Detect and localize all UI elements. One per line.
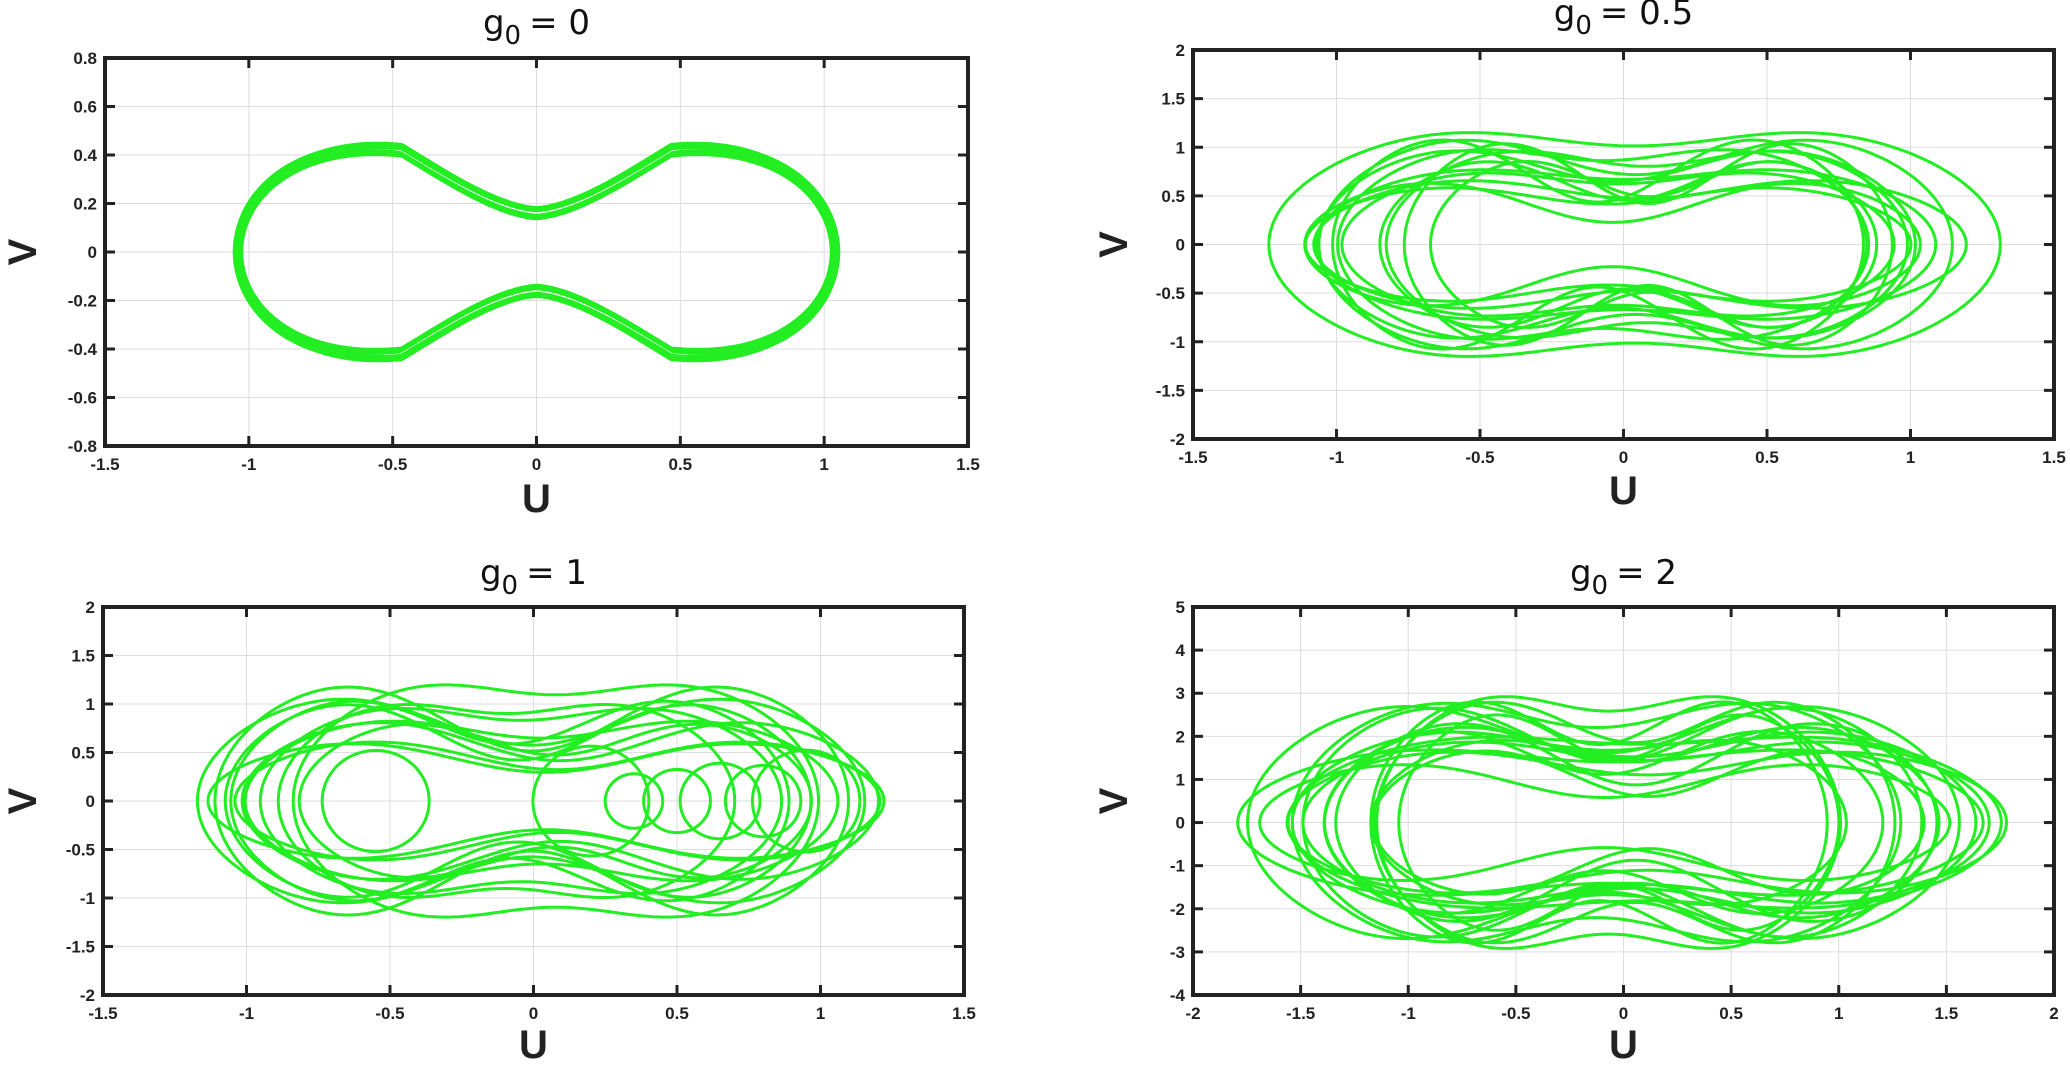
series-trajectory [1236,695,2008,950]
y-tick-label: 0.5 [71,744,95,763]
y-tick-label: -1 [1170,333,1185,352]
panel-2: -1.5 -1 -0.5 0 0.5 1 1.5-2-1.5-1-0.500.511.52U… [1092,0,2066,513]
y-tick-label: -0.8 [68,437,97,456]
x-tick-label: 0.5 [665,1004,689,1023]
trajectory-group [1236,695,2008,950]
series-trajectory [195,683,886,919]
x-tick-label: -0.5 [1465,448,1494,467]
y-tick-label: -0.5 [66,841,95,860]
panel-title: g0 = 0.5 [1554,0,1694,41]
y-tick-label: 5 [1176,598,1185,617]
y-tick-label: -0.2 [68,292,97,311]
x-axis-label: U [1609,1023,1638,1067]
y-tick-label: 2 [86,598,95,617]
y-tick-label: -1 [80,889,95,908]
y-axis-label: V [1092,231,1136,258]
x-tick-label: -1 [241,455,256,474]
x-tick-label: 2 [2049,1004,2058,1023]
y-tick-label: -4 [1170,986,1186,1005]
y-tick-label: 0 [1176,236,1185,255]
y-tick-label: 0 [88,243,97,262]
x-tick-label: -1 [1401,1004,1416,1023]
y-tick-label: -0.4 [68,340,98,359]
y-axis-label: V [1,238,45,265]
trajectory-group [232,141,841,363]
panel-title: g0 = 1 [480,553,587,601]
trajectory-group [1267,131,2002,358]
x-tick-label: 1 [1834,1004,1843,1023]
x-tick-label: -1.5 [88,1004,117,1023]
panel-3: -1.5 -1 -0.5 0 0.5 1 1.5-2-1.5-1-0.500.511.52U… [1,553,976,1067]
x-tick-label: -1.5 [1178,448,1207,467]
x-tick-label: -1.5 [1286,1004,1315,1023]
y-tick-label: 0.2 [73,195,97,214]
y-tick-label: -0.5 [1156,284,1185,303]
y-tick-label: -1 [1170,857,1185,876]
y-tick-label: 0.8 [73,49,97,68]
y-tick-label: 1 [86,695,95,714]
y-tick-label: 0 [86,792,95,811]
x-tick-label: 1.5 [956,455,980,474]
panel-title: g0 = 0 [483,3,590,51]
y-tick-label: 1.5 [1161,90,1185,109]
x-tick-label: 0.5 [1719,1004,1743,1023]
y-tick-label: 2 [1176,727,1185,746]
x-tick-label: 1 [1906,448,1915,467]
y-tick-label: -3 [1170,943,1185,962]
x-tick-label: -1 [239,1004,254,1023]
x-tick-label: -0.5 [375,1004,404,1023]
y-tick-label: 2 [1176,41,1185,60]
y-tick-label: 1.5 [71,647,95,666]
series-trajectory [232,141,841,363]
x-axis-label: U [519,1023,548,1067]
y-tick-label: 3 [1176,684,1185,703]
x-tick-label: -2 [1185,1004,1200,1023]
x-tick-label: 1.5 [952,1004,976,1023]
y-tick-label: -1.5 [1156,381,1185,400]
x-tick-label: 0 [532,455,541,474]
trajectory-group [195,683,886,919]
y-tick-label: -2 [1170,900,1185,919]
y-tick-label: 1 [1176,770,1185,789]
x-axis-label: U [1609,469,1638,513]
y-tick-label: -1.5 [66,938,95,957]
y-tick-label: 0 [1176,814,1185,833]
y-tick-label: -2 [1170,430,1185,449]
y-tick-label: -2 [80,986,95,1005]
y-tick-label: 1 [1176,138,1185,157]
panel-1: -1.5 -1 -0.5 0 0.5 1 1.5 -0.8 -0.6 -0.4 -0.2 0 0.2 0.… [1,3,980,521]
x-tick-label: 1 [819,455,828,474]
x-tick-label: 0 [529,1004,538,1023]
y-tick-label: 4 [1176,641,1186,660]
x-tick-label: 0.5 [669,455,693,474]
x-tick-label: 0 [1619,448,1628,467]
series-trajectory [1267,131,2002,358]
y-axis-label: V [1092,787,1136,814]
x-tick-label: 1.5 [2042,448,2066,467]
x-tick-label: -0.5 [1501,1004,1530,1023]
x-tick-label: 0.5 [1755,448,1779,467]
x-tick-label: -0.5 [378,455,407,474]
x-tick-label: 0 [1619,1004,1628,1023]
y-tick-label: 0.4 [73,146,97,165]
panel-title: g0 = 2 [1570,553,1677,601]
y-tick-label: 0.5 [1161,187,1185,206]
x-axis-label: U [522,477,551,521]
x-tick-label: 1 [816,1004,825,1023]
y-tick-label: -0.6 [68,389,97,408]
panel-4: -2 -1.5 -1 -0.5 0 0.5 1 1.5 2 -4 -3 -2 -1 0 1 2 3 4 5 U Vg0 =… [1092,553,2059,1067]
x-tick-label: 1.5 [1935,1004,1959,1023]
y-tick-label: 0.6 [73,98,97,117]
x-tick-label: -1 [1329,448,1344,467]
y-axis-label: V [1,787,45,814]
x-tick-label: -1.5 [90,455,119,474]
